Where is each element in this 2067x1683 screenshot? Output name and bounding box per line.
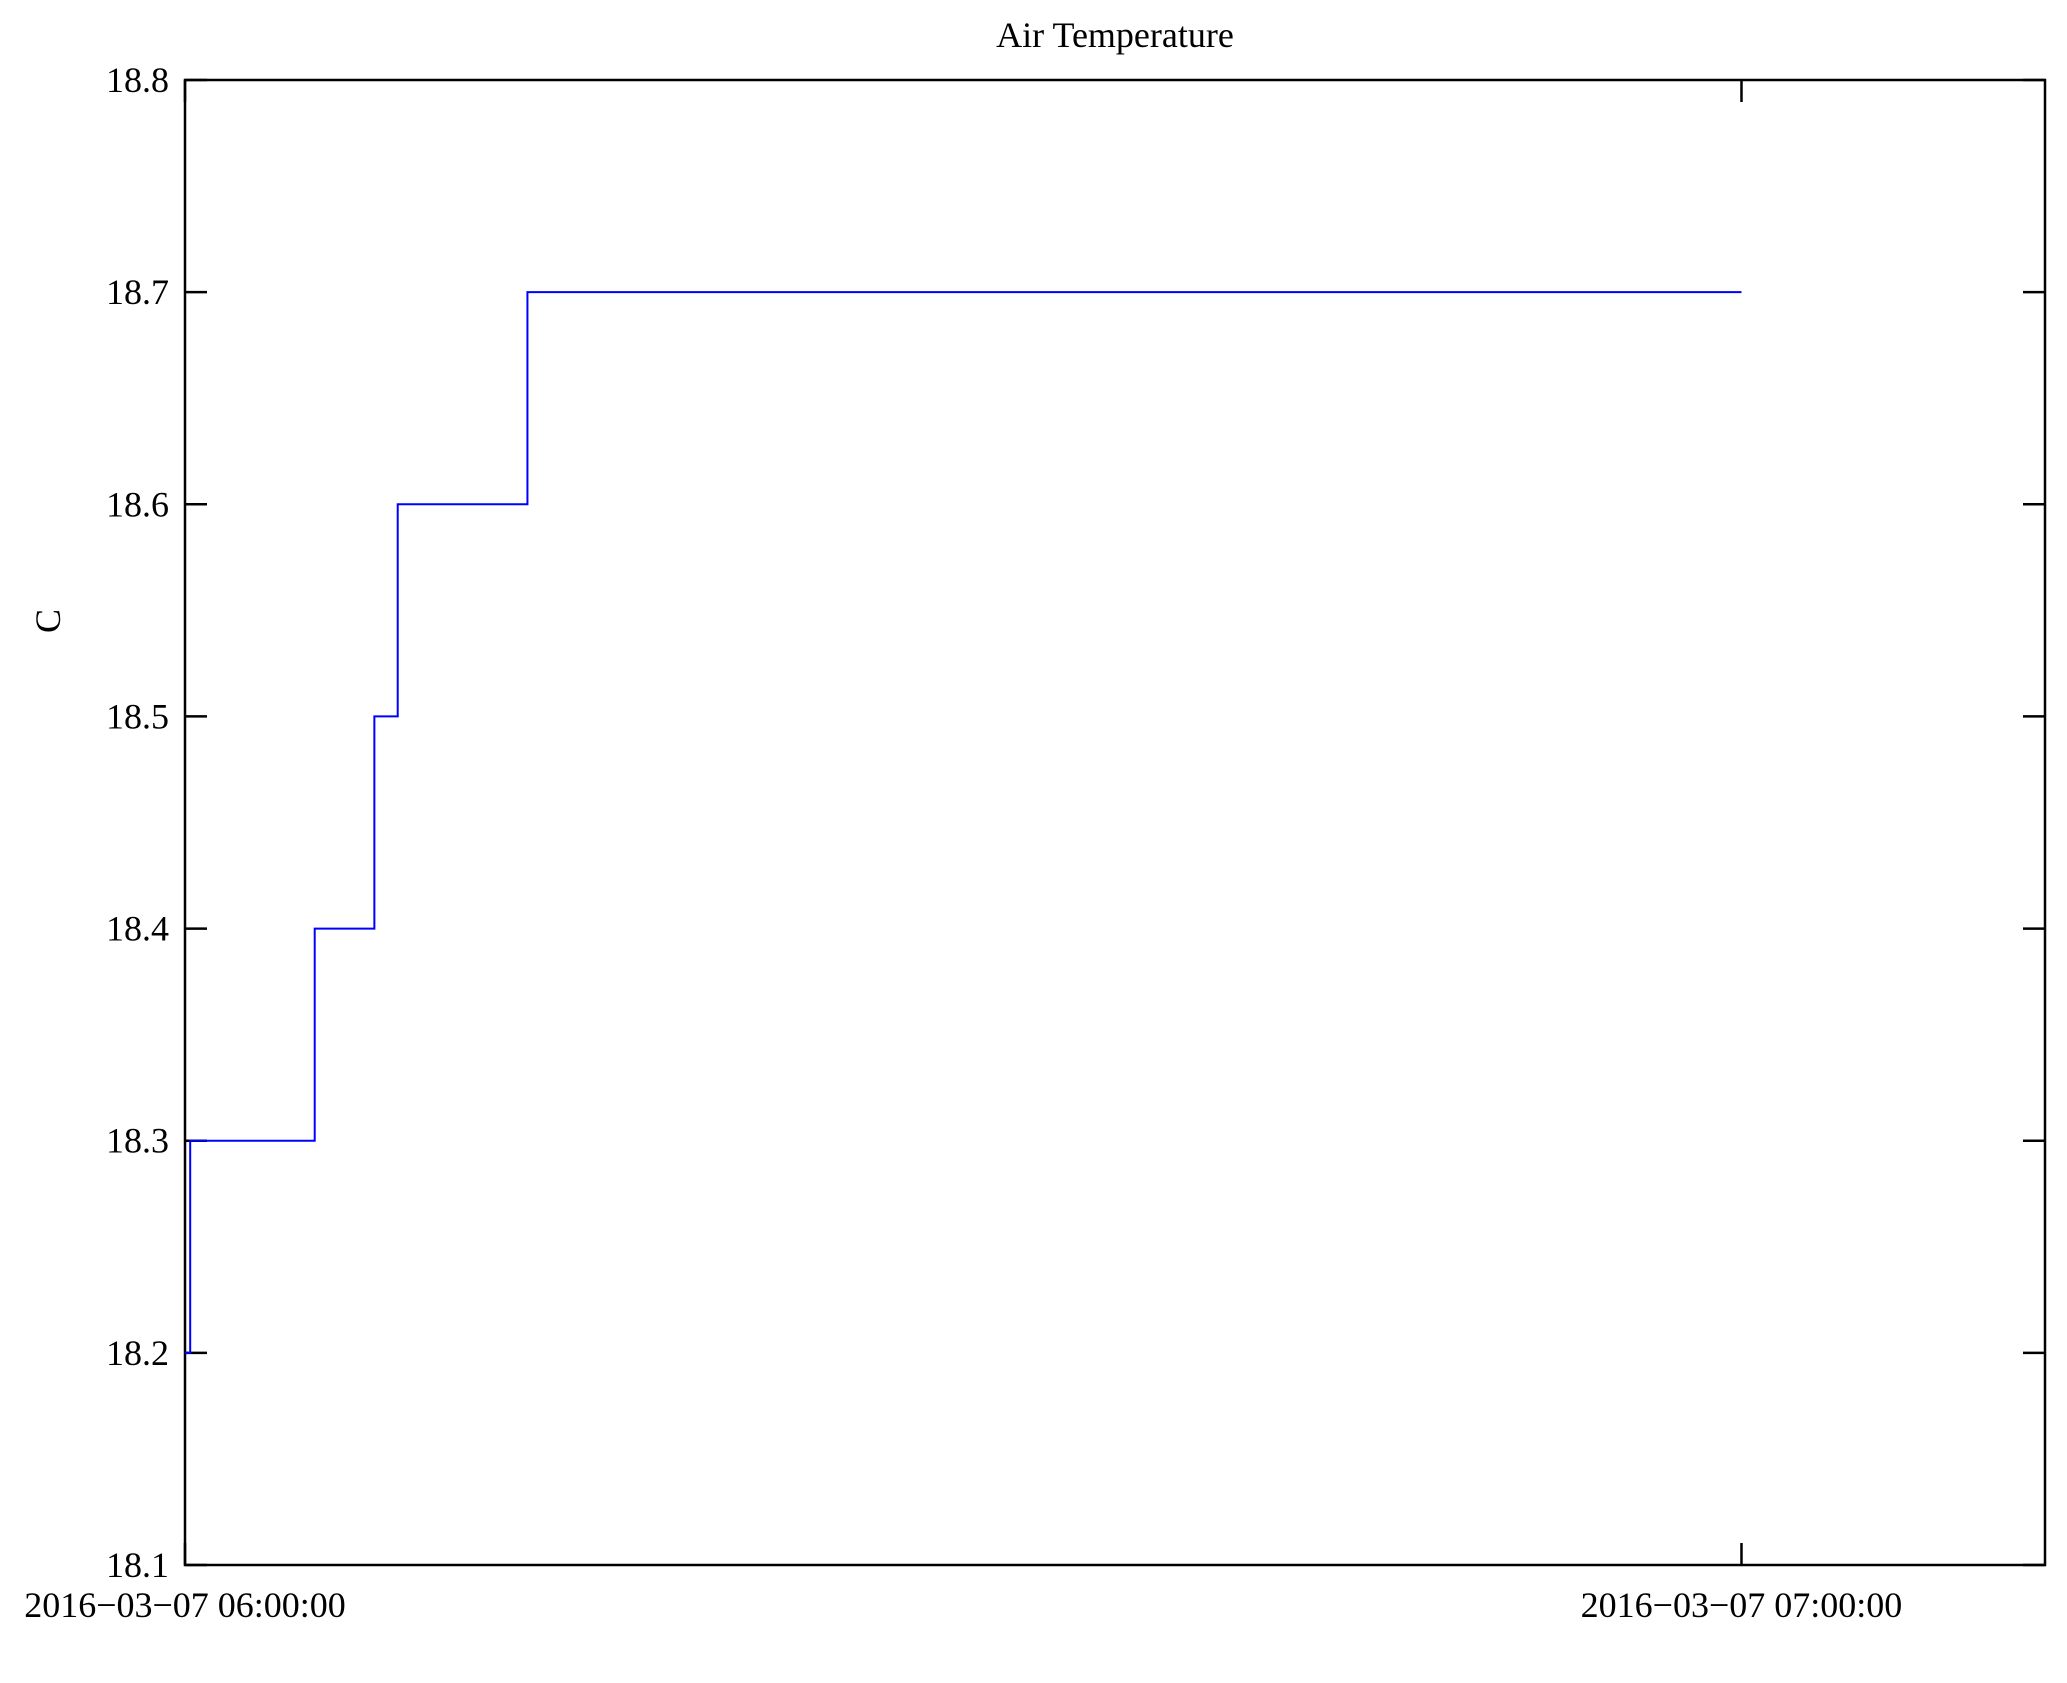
chart-title: Air Temperature [996, 15, 1234, 55]
y-tick-label: 18.8 [106, 60, 169, 100]
x-tick-label: 2016−03−07 06:00:00 [24, 1585, 346, 1625]
y-tick-label: 18.1 [106, 1545, 169, 1585]
y-tick-label: 18.4 [106, 909, 169, 949]
y-tick-label: 18.2 [106, 1333, 169, 1373]
y-tick-label: 18.7 [106, 272, 169, 312]
y-tick-label: 18.6 [106, 484, 169, 524]
y-tick-label: 18.5 [106, 696, 169, 736]
axes-box [183, 78, 2047, 1567]
y-tick-label: 18.3 [106, 1121, 169, 1161]
temperature-line [185, 291, 1742, 1354]
x-tick-label: 2016−03−07 07:00:00 [1581, 1585, 1903, 1625]
